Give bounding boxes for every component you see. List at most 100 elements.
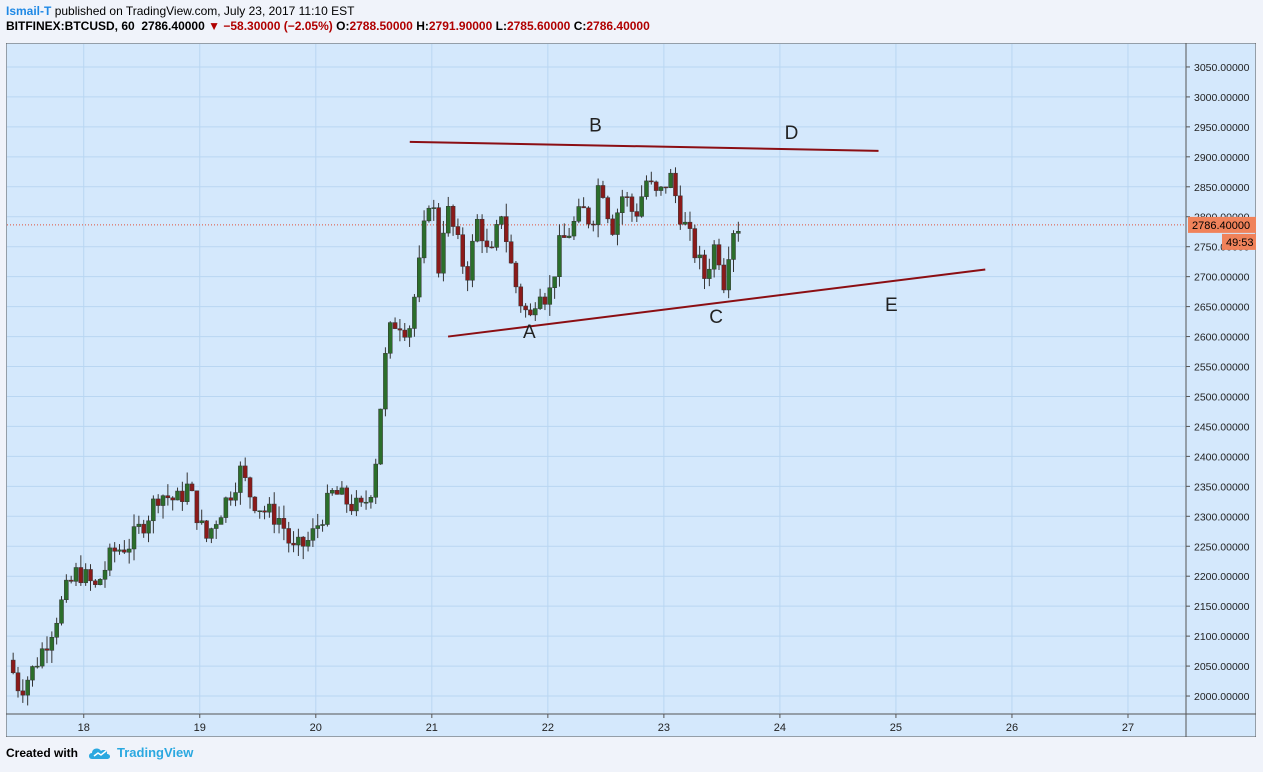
candle-up (39, 648, 45, 667)
author-link[interactable]: Ismail-T (6, 4, 52, 18)
y-tick-label: 2700.00000 (1194, 272, 1250, 284)
price-chart[interactable]: A B C D E 2000.00000 2050.00000 2100.00000 2150… (5, 42, 1257, 738)
grid-lines (7, 44, 1185, 713)
candle-down (581, 206, 586, 209)
candle-down (141, 523, 146, 534)
pattern-label-e: E (885, 295, 898, 316)
candle-up (412, 296, 417, 329)
candle-down (165, 495, 171, 499)
open-label: O: (336, 19, 350, 33)
price-badge (1188, 216, 1256, 233)
candle-down (93, 580, 98, 585)
candle-down (436, 207, 441, 274)
candle-up (682, 221, 688, 225)
plot-area[interactable] (5, 42, 1187, 715)
candle-down (542, 296, 548, 305)
candle-up (54, 622, 59, 638)
y-tick-label: 2100.00000 (1194, 631, 1250, 643)
candle-up (566, 235, 572, 238)
low-label: L: (495, 19, 507, 33)
created-with-label: Created with (6, 745, 79, 760)
candle-down (600, 185, 606, 198)
y-tick-label: 3000.00000 (1194, 92, 1250, 104)
y-tick-label: 3050.00000 (1194, 62, 1250, 74)
candle-down (562, 235, 567, 238)
x-tick-label: 23 (658, 722, 670, 734)
candle-up (726, 259, 731, 291)
candle-up (35, 665, 40, 668)
y-tick-label: 2600.00000 (1194, 332, 1250, 344)
candle-up (639, 196, 644, 217)
candle-up (320, 524, 325, 526)
tradingview-logo[interactable]: TradingView (88, 745, 193, 760)
low-value: 2785.60000 (506, 19, 571, 33)
y-tick-label: 2850.00000 (1194, 182, 1250, 194)
chart-frame[interactable]: A B C D E 2000.00000 2050.00000 2100.00000 2150… (5, 42, 1257, 738)
tradingview-brand[interactable]: TradingView (117, 745, 194, 760)
y-tick-label: 2050.00000 (1194, 661, 1250, 673)
y-tick-label: 2900.00000 (1194, 152, 1250, 164)
pattern-labels: A B C D E (523, 116, 898, 343)
price-axis-area[interactable] (1185, 42, 1257, 715)
candle-down (334, 490, 340, 495)
candle-up (736, 231, 741, 234)
candle-up (325, 492, 330, 525)
y-tick-label: 2550.00000 (1194, 362, 1250, 374)
candle-up (368, 497, 374, 503)
candle-up (537, 296, 543, 309)
candle-up (136, 523, 142, 527)
down-arrow-icon: ▼ (208, 19, 220, 33)
y-tick-label: 2150.00000 (1194, 601, 1250, 613)
y-tick-label: 2400.00000 (1194, 451, 1250, 463)
candle-down (663, 186, 669, 189)
candle-down (692, 228, 698, 259)
trendlines[interactable] (409, 140, 986, 338)
candle-up (213, 524, 219, 529)
y-tick-label: 2950.00000 (1194, 122, 1250, 134)
y-tick-label: 2300.00000 (1194, 511, 1250, 523)
candle-up (199, 520, 204, 524)
candle-up (644, 180, 649, 197)
candle-up (64, 579, 69, 601)
candle-up (354, 497, 359, 512)
x-tick-label: 26 (1006, 722, 1018, 734)
candle-down (649, 180, 654, 183)
x-tick-label: 27 (1122, 722, 1134, 734)
candle-up (160, 495, 166, 506)
candle-down (508, 241, 514, 264)
close-label: C: (573, 19, 587, 33)
candle-up (238, 465, 243, 493)
candle-up (363, 501, 369, 504)
candle-up (83, 569, 88, 584)
candles (10, 167, 741, 706)
support-trendline[interactable] (447, 268, 986, 338)
candle-up (494, 224, 499, 248)
candle-down (629, 196, 635, 212)
candle-up (697, 254, 702, 259)
candle-down (624, 196, 630, 198)
last-price: 2786.40000 (141, 19, 205, 33)
candle-down (678, 195, 683, 225)
candle-down (523, 305, 528, 311)
candle-up (426, 207, 432, 222)
y-tick-label: 2500.00000 (1194, 391, 1250, 403)
resistance-trendline[interactable] (409, 140, 879, 152)
chart-header: Ismail-T published on TradingView.com, J… (6, 4, 1256, 34)
candle-up (620, 196, 625, 213)
candle-down (180, 490, 185, 502)
candle-up (131, 526, 137, 550)
candle-down (15, 672, 21, 692)
candle-up (552, 276, 557, 288)
timer-badge (1222, 233, 1256, 250)
axis-corner (1185, 713, 1257, 738)
candle-down (170, 497, 175, 501)
candle-down (204, 520, 209, 539)
high-label: H: (416, 19, 429, 33)
candle-down (271, 503, 277, 525)
candle-up (233, 492, 238, 501)
candle-up (276, 518, 282, 525)
x-tick-label: 19 (194, 722, 206, 734)
candle-up (407, 328, 412, 338)
candle-down (189, 483, 195, 492)
candle-up (315, 525, 320, 529)
